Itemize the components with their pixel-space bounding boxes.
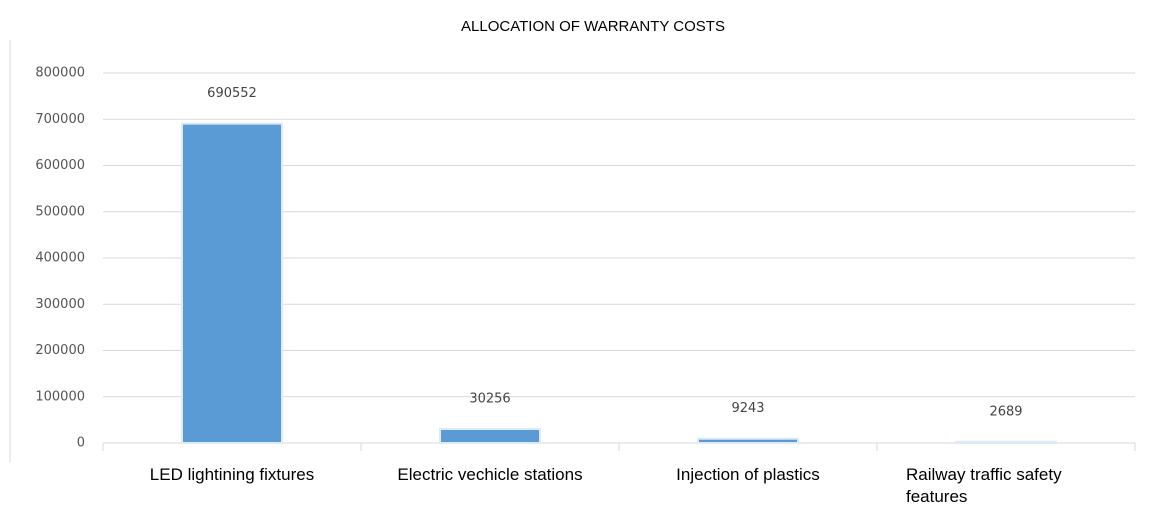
bar <box>697 437 799 444</box>
y-tick-label: 800000 <box>35 66 85 81</box>
bar <box>955 440 1057 445</box>
data-label: 690552 <box>207 86 257 101</box>
y-tick-label: 600000 <box>35 158 85 173</box>
y-tick-label: 700000 <box>35 112 85 127</box>
x-tick-label: Injection of plastics <box>619 464 877 486</box>
data-label: 9243 <box>731 401 764 416</box>
x-tick-text: Railway traffic safety features <box>906 465 1062 506</box>
y-tick-label: 200000 <box>35 343 85 358</box>
y-tick-label: 100000 <box>35 389 85 404</box>
x-tick-label: Railway traffic safety features <box>877 464 1135 508</box>
bar <box>439 428 541 444</box>
x-tick-text: LED lightining fixtures <box>149 465 315 484</box>
y-tick-label: 0 <box>77 436 85 451</box>
chart-title: ALLOCATION OF WARRANTY COSTS <box>461 18 725 35</box>
data-label: 30256 <box>469 392 510 407</box>
y-tick-label: 300000 <box>35 297 85 312</box>
x-tick-label: Electric vechicle stations <box>361 464 619 486</box>
y-tick-label: 400000 <box>35 251 85 266</box>
x-tick-text: Injection of plastics <box>676 465 820 484</box>
y-tick-label: 500000 <box>35 204 85 219</box>
x-tick-text: Electric vechicle stations <box>397 465 583 484</box>
x-tick-label: LED lightining fixtures <box>103 464 361 486</box>
data-label: 2689 <box>989 404 1022 419</box>
bar <box>181 122 283 445</box>
